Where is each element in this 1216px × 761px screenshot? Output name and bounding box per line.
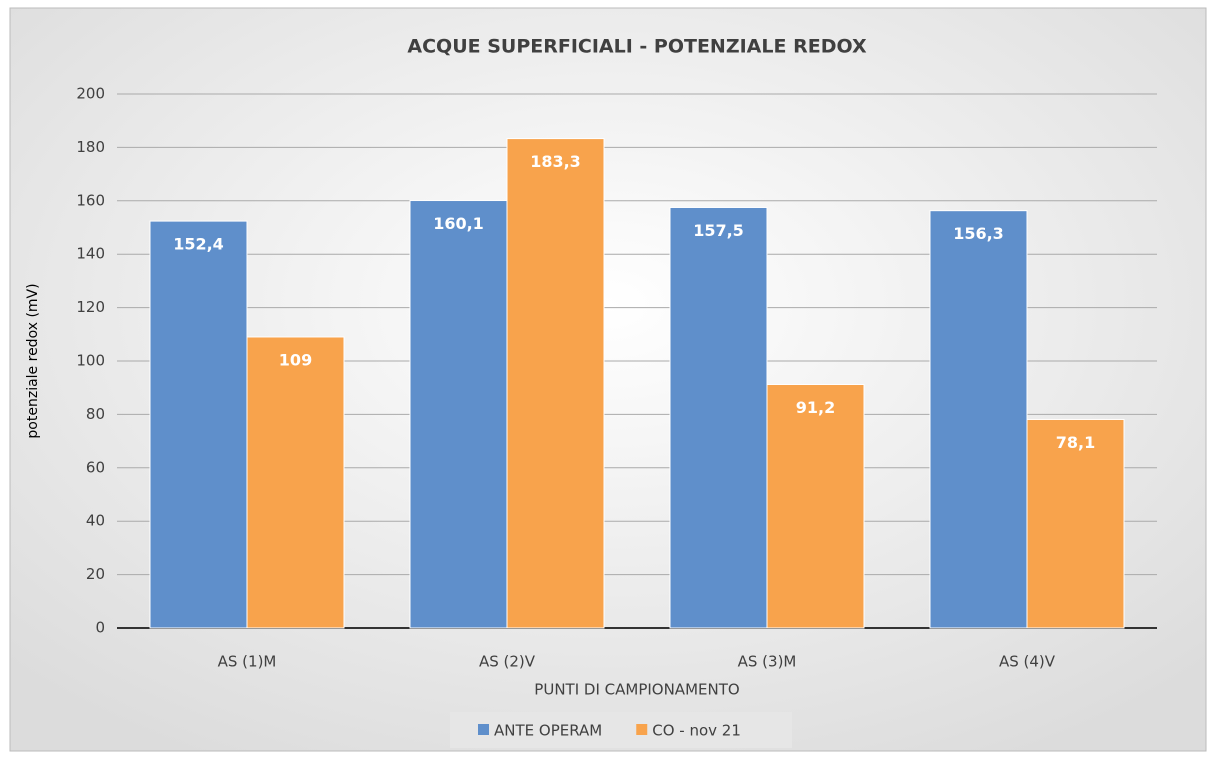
data-label: 78,1 — [1056, 433, 1095, 452]
legend-swatch — [478, 724, 489, 735]
y-tick-label: 200 — [76, 85, 105, 103]
y-tick-label: 180 — [76, 138, 105, 156]
y-axis-label: potenziale redox (mV) — [25, 283, 41, 438]
y-tick-label: 60 — [86, 458, 105, 476]
y-tick-label: 120 — [76, 298, 105, 316]
data-label: 91,2 — [796, 398, 835, 417]
bar — [409, 200, 508, 629]
data-label: 183,3 — [530, 152, 581, 171]
data-label: 152,4 — [173, 235, 224, 254]
bar — [149, 220, 248, 629]
bar — [246, 336, 345, 629]
y-tick-label: 40 — [86, 512, 105, 530]
bar — [506, 138, 605, 629]
bar — [1026, 418, 1125, 629]
bar — [669, 206, 768, 629]
legend-label: ANTE OPERAM — [494, 722, 602, 740]
x-tick-label: AS (2)V — [479, 653, 536, 671]
y-tick-label: 100 — [76, 352, 105, 370]
legend-swatch — [636, 724, 648, 735]
data-label: 157,5 — [693, 221, 744, 240]
bar — [929, 210, 1028, 629]
chart-title: ACQUE SUPERFICIALI - POTENZIALE REDOX — [407, 36, 867, 58]
x-tick-label: AS (1)M — [218, 653, 277, 671]
legend-box — [450, 712, 792, 748]
x-tick-label: AS (3)M — [738, 653, 797, 671]
data-label: 160,1 — [433, 214, 484, 233]
legend-label: CO - nov 21 — [652, 722, 741, 740]
data-label: 109 — [279, 350, 312, 369]
y-tick-label: 140 — [76, 245, 105, 263]
x-axis-label: PUNTI DI CAMPIONAMENTO — [534, 681, 739, 699]
y-tick-label: 20 — [86, 565, 105, 583]
bar — [766, 383, 865, 629]
y-tick-label: 160 — [76, 191, 105, 209]
data-label: 156,3 — [953, 224, 1004, 243]
y-tick-label: 0 — [95, 619, 105, 637]
y-tick-label: 80 — [86, 405, 105, 423]
x-tick-label: AS (4)V — [999, 653, 1056, 671]
